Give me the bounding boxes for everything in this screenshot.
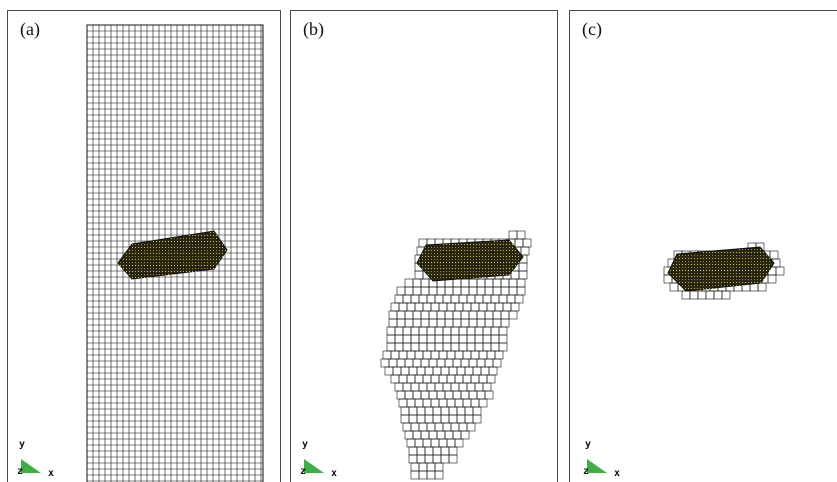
axis-x-label: x	[614, 468, 620, 479]
axis-z-label: z	[17, 466, 23, 477]
axis-y-label: y	[585, 439, 591, 450]
panel-a: (a) y z x	[7, 10, 281, 482]
panel-label: (b)	[303, 19, 324, 40]
panel-a-canvas	[8, 11, 281, 482]
axis-z-label: z	[300, 466, 306, 477]
panel-c: (c) y z x	[569, 10, 837, 482]
axis-x-label: x	[48, 468, 54, 479]
particle-mesh	[118, 231, 227, 279]
particle-mesh	[417, 240, 523, 281]
panel-c-canvas	[570, 11, 837, 482]
panel-b: (b) y z x	[290, 10, 558, 482]
axis-y-label: y	[19, 439, 25, 450]
panel-label: (c)	[582, 19, 602, 40]
panel-b-canvas	[291, 11, 558, 482]
axis-z-label: z	[583, 466, 589, 477]
axis-y-label: y	[302, 439, 308, 450]
axis-x-label: x	[331, 468, 337, 479]
panel-label: (a)	[20, 19, 40, 40]
